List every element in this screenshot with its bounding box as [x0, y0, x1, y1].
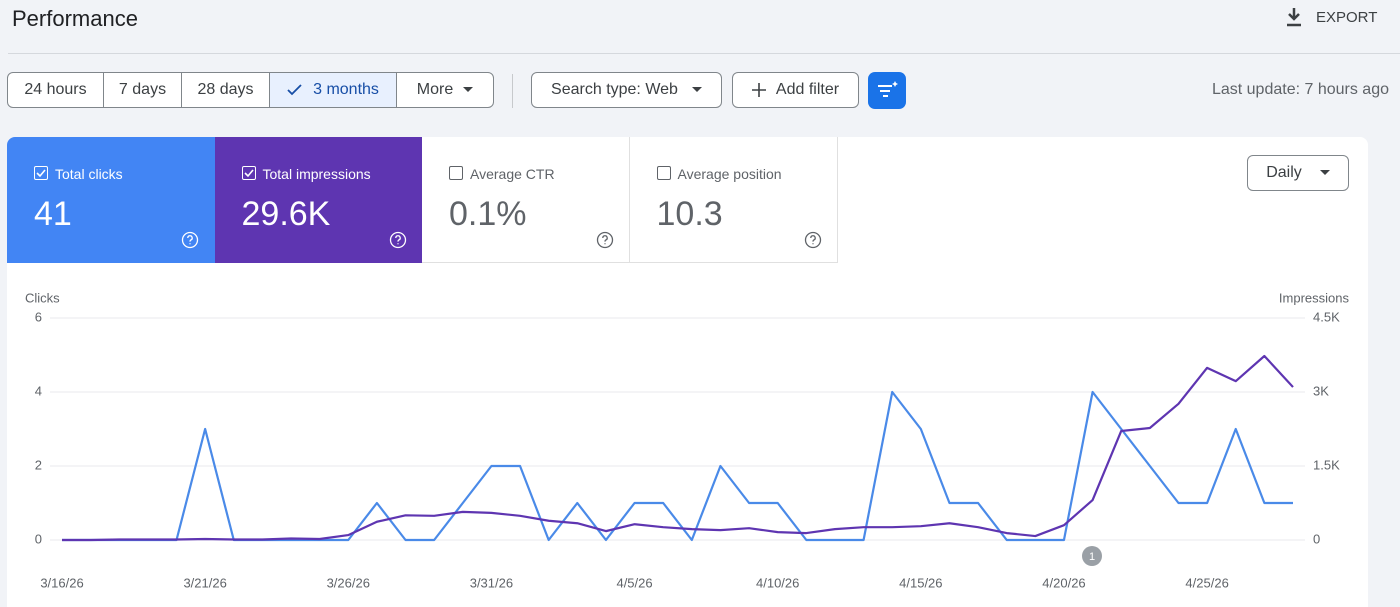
metric-tile[interactable]: Total clicks 41 — [7, 137, 215, 263]
range-button[interactable]: 28 days — [181, 72, 270, 108]
y2-axis-title: Impressions — [1279, 290, 1350, 305]
checkbox — [241, 166, 256, 180]
metric-label: Total clicks — [55, 166, 123, 182]
annotation-marker[interactable] — [1082, 546, 1102, 566]
metric-tile[interactable]: Average position 10.3 — [629, 137, 838, 263]
check-icon — [36, 169, 46, 178]
range-label: More — [416, 81, 454, 98]
range-button[interactable]: 3 months — [269, 72, 397, 108]
search-type-label: Search type: Web — [551, 81, 678, 98]
help-icon — [596, 231, 614, 249]
help-circle — [596, 231, 614, 249]
caret-shape — [463, 87, 474, 92]
export-label: EXPORT — [1316, 8, 1378, 26]
range-button[interactable]: 7 days — [103, 72, 182, 108]
x-tick-label: 4/20/26 — [1042, 575, 1085, 590]
range-label: 28 days — [197, 81, 254, 98]
range-label: 3 months — [313, 81, 379, 98]
metric-value: 41 — [34, 195, 72, 233]
add-filter-button[interactable]: Add filter — [732, 72, 859, 108]
help-icon — [389, 231, 406, 249]
x-tick-label: 4/10/26 — [756, 575, 799, 590]
help-circle — [804, 231, 821, 249]
plus-icon — [751, 83, 766, 97]
divider — [8, 53, 1400, 54]
help-mark — [187, 235, 193, 245]
y2-tick-label: 3K — [1313, 383, 1329, 398]
y-axis-title: Clicks — [25, 290, 60, 305]
help-circle — [389, 231, 406, 249]
search-type-dropdown[interactable]: Search type: Web — [531, 72, 722, 108]
range-label: 7 days — [118, 81, 167, 98]
x-tick-label: 3/16/26 — [40, 575, 83, 590]
help-mark — [394, 235, 401, 245]
x-tick-label: 3/31/26 — [470, 575, 513, 590]
add-filter-label: Add filter — [775, 81, 840, 98]
last-update: Last update: 7 hours ago — [1211, 81, 1389, 98]
y2-tick-label: 1.5K — [1313, 457, 1340, 472]
page-title: Performance — [12, 6, 138, 31]
x-tick-label: 4/25/26 — [1185, 575, 1228, 590]
x-tick-label: 3/21/26 — [183, 575, 226, 590]
series-line — [62, 354, 1294, 542]
checkbox — [656, 166, 671, 180]
metric-label: Average position — [677, 166, 782, 182]
caret — [691, 87, 702, 92]
y2-tick-label: 4.5K — [1313, 309, 1340, 324]
range-button[interactable]: 24 hours — [7, 72, 104, 108]
checkbox — [449, 166, 463, 180]
x-tick-label: 4/15/26 — [899, 575, 942, 590]
separator — [512, 74, 513, 108]
range-label: 24 hours — [24, 81, 87, 98]
metric-value: 29.6K — [241, 195, 331, 233]
granularity-label: Daily — [1266, 164, 1302, 181]
granularity-dropdown[interactable]: Daily — [1247, 155, 1349, 191]
y-tick-label: 2 — [35, 457, 42, 472]
y-tick-label: 0 — [35, 531, 42, 546]
annotation-label: 1 — [1089, 551, 1095, 563]
metric-tile[interactable]: Average CTR 0.1% — [422, 137, 630, 263]
help-mark — [809, 235, 816, 245]
metric-label: Average CTR — [470, 166, 555, 182]
filter-icon — [878, 81, 898, 97]
help-circle — [181, 231, 199, 249]
check-icon — [243, 169, 254, 178]
range-button[interactable]: More — [396, 72, 494, 108]
metric-tile[interactable]: Total impressions 29.6K — [214, 137, 423, 263]
export-button[interactable]: EXPORT — [1284, 6, 1377, 28]
metric-value: 0.1% — [449, 195, 527, 233]
check-icon — [287, 84, 302, 96]
x-tick-label: 4/5/26 — [616, 575, 652, 590]
chart: Clicks Impressions 0 2 4 6 0 1.5K 3K 4.5K 3/16/2… — [25, 290, 1350, 590]
y2-tick-label: 0 — [1313, 531, 1320, 546]
checkbox — [34, 166, 48, 180]
compare-button[interactable] — [868, 72, 906, 109]
metric-label: Total impressions — [262, 166, 371, 182]
help-mark — [602, 235, 608, 245]
metric-value: 10.3 — [656, 195, 723, 233]
help-icon — [181, 231, 199, 249]
y-tick-label: 6 — [35, 309, 42, 324]
caret — [463, 87, 474, 92]
check — [36, 169, 46, 178]
check — [243, 169, 254, 178]
check — [287, 84, 302, 96]
x-tick-label: 3/26/26 — [327, 575, 370, 590]
caret — [1319, 170, 1330, 175]
download-icon — [1287, 8, 1301, 27]
help-icon — [804, 231, 821, 249]
y-tick-label: 4 — [35, 383, 42, 398]
